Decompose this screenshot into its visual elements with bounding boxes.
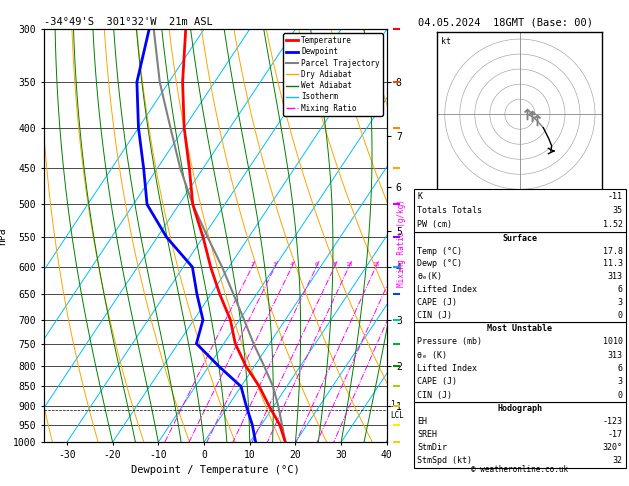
Text: © weatheronline.co.uk: © weatheronline.co.uk bbox=[471, 465, 569, 474]
Text: StmDir: StmDir bbox=[417, 443, 447, 452]
Text: Pressure (mb): Pressure (mb) bbox=[417, 337, 482, 347]
Legend: Temperature, Dewpoint, Parcel Trajectory, Dry Adiabat, Wet Adiabat, Isotherm, Mi: Temperature, Dewpoint, Parcel Trajectory… bbox=[283, 33, 383, 116]
Text: 04.05.2024  18GMT (Base: 00): 04.05.2024 18GMT (Base: 00) bbox=[418, 17, 593, 27]
Text: -34°49'S  301°32'W  21m ASL: -34°49'S 301°32'W 21m ASL bbox=[44, 17, 213, 27]
Text: 1010: 1010 bbox=[603, 337, 623, 347]
Text: 11.3: 11.3 bbox=[603, 260, 623, 268]
Text: 313: 313 bbox=[608, 272, 623, 281]
Text: SREH: SREH bbox=[417, 430, 437, 439]
Text: Temp (°C): Temp (°C) bbox=[417, 246, 462, 256]
Text: 313: 313 bbox=[608, 350, 623, 360]
Text: 10: 10 bbox=[345, 262, 353, 267]
Text: Surface: Surface bbox=[503, 234, 537, 243]
Text: K: K bbox=[417, 191, 422, 201]
Text: 32: 32 bbox=[613, 456, 623, 466]
Text: 3: 3 bbox=[618, 377, 623, 386]
Text: kt: kt bbox=[440, 36, 450, 46]
X-axis label: Dewpoint / Temperature (°C): Dewpoint / Temperature (°C) bbox=[131, 466, 300, 475]
Text: CIN (J): CIN (J) bbox=[417, 311, 452, 320]
Text: 1.52: 1.52 bbox=[603, 220, 623, 229]
Text: Totals Totals: Totals Totals bbox=[417, 206, 482, 215]
Y-axis label: km
ASL: km ASL bbox=[419, 236, 435, 255]
Y-axis label: hPa: hPa bbox=[0, 227, 8, 244]
Text: Lifted Index: Lifted Index bbox=[417, 364, 477, 373]
Text: 8: 8 bbox=[333, 262, 337, 267]
Text: 17.8: 17.8 bbox=[603, 246, 623, 256]
Text: CIN (J): CIN (J) bbox=[417, 391, 452, 400]
Text: StmSpd (kt): StmSpd (kt) bbox=[417, 456, 472, 466]
Text: -123: -123 bbox=[603, 417, 623, 426]
Text: Most Unstable: Most Unstable bbox=[487, 324, 552, 333]
Text: 320°: 320° bbox=[603, 443, 623, 452]
Text: θₑ(K): θₑ(K) bbox=[417, 272, 442, 281]
Text: CAPE (J): CAPE (J) bbox=[417, 298, 457, 307]
Text: -17: -17 bbox=[608, 430, 623, 439]
Text: 6: 6 bbox=[618, 285, 623, 294]
Text: 35: 35 bbox=[613, 206, 623, 215]
Text: EH: EH bbox=[417, 417, 427, 426]
Text: Mixing Ratio (g/kg): Mixing Ratio (g/kg) bbox=[397, 199, 406, 287]
Text: Dewp (°C): Dewp (°C) bbox=[417, 260, 462, 268]
Text: 4: 4 bbox=[290, 262, 294, 267]
Text: θₑ (K): θₑ (K) bbox=[417, 350, 447, 360]
Text: 0: 0 bbox=[618, 311, 623, 320]
Text: -11: -11 bbox=[608, 191, 623, 201]
Text: 6: 6 bbox=[314, 262, 318, 267]
Text: 15: 15 bbox=[372, 262, 379, 267]
Text: 6: 6 bbox=[618, 364, 623, 373]
Text: 1
LCL: 1 LCL bbox=[390, 400, 404, 419]
Text: CAPE (J): CAPE (J) bbox=[417, 377, 457, 386]
Text: Hodograph: Hodograph bbox=[498, 404, 542, 413]
Text: 3: 3 bbox=[273, 262, 277, 267]
Text: 3: 3 bbox=[618, 298, 623, 307]
Text: PW (cm): PW (cm) bbox=[417, 220, 452, 229]
Text: Lifted Index: Lifted Index bbox=[417, 285, 477, 294]
Text: 0: 0 bbox=[618, 391, 623, 400]
Text: 2: 2 bbox=[250, 262, 254, 267]
